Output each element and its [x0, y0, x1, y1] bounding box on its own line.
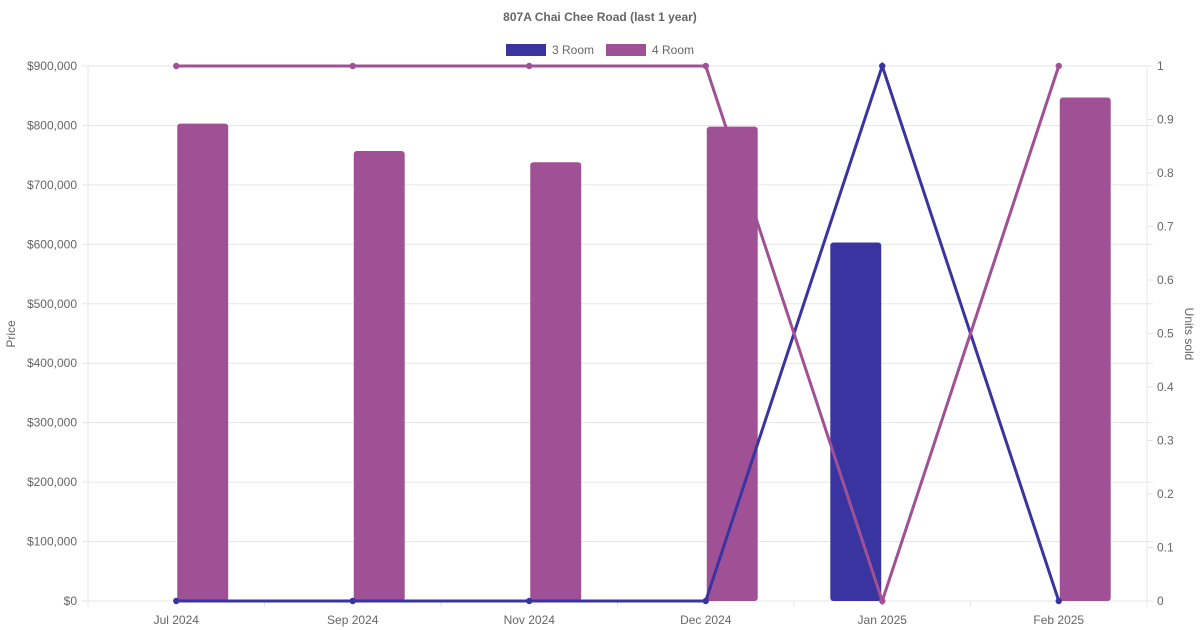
y-right-tick-label: 0.6: [1157, 273, 1174, 287]
bars: [177, 97, 1111, 602]
gridlines: [82, 65, 1153, 607]
y-axis-right-title: Units sold: [1182, 308, 1196, 361]
legend-item-3-room[interactable]: 3 Room: [506, 43, 594, 57]
bar-4-room[interactable]: [530, 162, 582, 602]
point-4-room[interactable]: [349, 62, 356, 70]
y-right-tick-label: 0.4: [1157, 380, 1174, 394]
y-left-tick-label: $700,000: [27, 178, 77, 192]
line-4-room: [176, 64, 1061, 606]
x-tick-label: Jan 2025: [858, 613, 908, 627]
bar-4-room[interactable]: [353, 151, 405, 601]
y-axis-left-title: Price: [4, 320, 18, 348]
y-left-tick-label: $600,000: [27, 237, 77, 251]
point-4-room[interactable]: [879, 597, 886, 605]
point-3-room[interactable]: [1055, 597, 1062, 605]
y-left-tick-label: $500,000: [27, 297, 77, 311]
x-tick-label: Feb 2025: [1033, 613, 1084, 627]
bar-4-room[interactable]: [1059, 97, 1111, 601]
axes: $0 $100,000 $200,000 $300,000 $400,000 $500,0…: [27, 59, 1174, 627]
legend-swatch: [606, 44, 646, 56]
x-tick-label: Dec 2024: [680, 613, 732, 627]
y-right-tick-label: 0.2: [1157, 487, 1174, 501]
y-left-tick-label: $300,000: [27, 416, 77, 430]
legend-swatch: [506, 44, 546, 56]
line-3-room: [176, 61, 1061, 603]
bar-3-room[interactable]: [830, 242, 882, 602]
y-left-tick-label: $400,000: [27, 356, 77, 370]
point-3-room[interactable]: [702, 597, 709, 605]
y-right-tick-label: 0: [1157, 594, 1164, 608]
legend[interactable]: 3 Room 4 Room: [506, 43, 694, 57]
point-3-room[interactable]: [879, 62, 886, 70]
y-left-tick-label: $0: [64, 594, 78, 608]
point-4-room[interactable]: [702, 62, 709, 70]
x-tick-label: Nov 2024: [504, 613, 556, 627]
x-tick-label: Sep 2024: [327, 613, 379, 627]
lines: [173, 61, 1062, 606]
y-left-tick-label: $100,000: [27, 535, 77, 549]
legend-label: 3 Room: [552, 43, 594, 57]
y-right-tick-label: 1: [1157, 59, 1164, 73]
y-right-tick-label: 0.7: [1157, 220, 1174, 234]
point-3-room[interactable]: [349, 597, 356, 605]
y-left-tick-label: $900,000: [27, 59, 77, 73]
point-4-room[interactable]: [173, 62, 180, 70]
bar-4-room[interactable]: [177, 123, 229, 602]
y-right-tick-label: 0.5: [1157, 327, 1174, 341]
y-right-tick-label: 0.9: [1157, 113, 1174, 127]
point-3-room[interactable]: [173, 597, 180, 605]
legend-item-4-room[interactable]: 4 Room: [606, 43, 694, 57]
x-tick-label: Jul 2024: [154, 613, 200, 627]
y-left-tick-label: $800,000: [27, 118, 77, 132]
y-left-tick-label: $200,000: [27, 475, 77, 489]
point-3-room[interactable]: [526, 597, 533, 605]
y-right-tick-label: 0.3: [1157, 434, 1174, 448]
legend-label: 4 Room: [652, 43, 694, 57]
y-right-tick-label: 0.1: [1157, 541, 1174, 555]
point-4-room[interactable]: [526, 62, 533, 70]
chart-title: 807A Chai Chee Road (last 1 year): [503, 10, 697, 24]
point-4-room[interactable]: [1055, 62, 1062, 70]
y-right-tick-label: 0.8: [1157, 166, 1174, 180]
